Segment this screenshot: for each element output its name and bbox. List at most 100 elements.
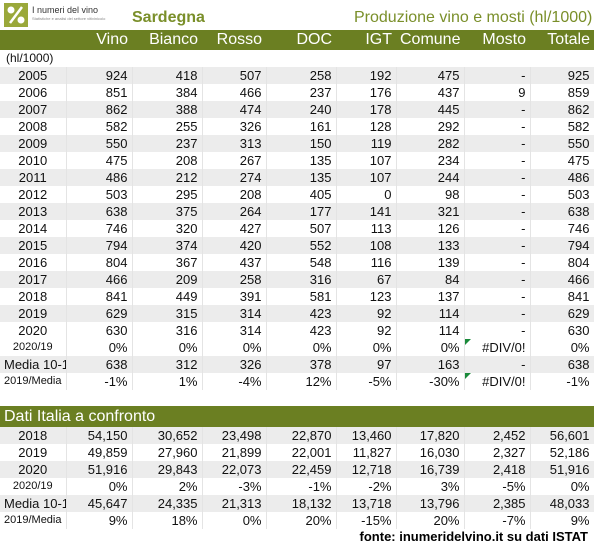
table-cell: 18% xyxy=(132,512,203,529)
table-cell: 486 xyxy=(66,169,133,186)
table-cell: 107 xyxy=(336,152,397,169)
table-cell: 123 xyxy=(336,288,397,305)
table-cell: 746 xyxy=(530,220,594,237)
table-cell: -30% xyxy=(396,373,465,390)
row-label: 2012 xyxy=(0,186,67,203)
row-label: 2005 xyxy=(0,67,67,84)
table-cell: 0 xyxy=(336,186,397,203)
table-cell: 316 xyxy=(266,271,337,288)
year-row: 2005 924 418 507 258 192 475-925 xyxy=(0,67,594,84)
table-cell: - xyxy=(464,169,531,186)
table-cell: 264 xyxy=(202,203,267,220)
table-cell: -1% xyxy=(66,373,133,390)
row-label: 2018 xyxy=(0,288,67,305)
row-label: 2020 xyxy=(0,322,67,339)
table-cell: 384 xyxy=(132,84,203,101)
table-cell: - xyxy=(464,152,531,169)
italy-year-row: 2020 51,916 29,843 22,073 22,459 12,718 16,739… xyxy=(0,461,594,478)
table-cell: 67 xyxy=(336,271,397,288)
row-label: 2016 xyxy=(0,254,67,271)
table-cell: 466 xyxy=(202,84,267,101)
stat-row: Media 10-1963831232637897163-638 xyxy=(0,356,594,373)
spacer-cell xyxy=(0,390,594,406)
table-cell: 107 xyxy=(336,169,397,186)
table-cell: 177 xyxy=(266,203,337,220)
table-cell: 282 xyxy=(396,135,465,152)
table-cell: 176 xyxy=(336,84,397,101)
italy-year-row: 2018 54,150 30,652 23,498 22,870 13,460 17,820… xyxy=(0,427,594,444)
section-header: Dati Italia a confronto xyxy=(0,406,594,427)
table-cell: 92 xyxy=(336,322,397,339)
table-cell: 141 xyxy=(336,203,397,220)
table-cell: 862 xyxy=(66,101,133,118)
year-row: 2020 630 316 314 423 92 114-630 xyxy=(0,322,594,339)
table-cell: - xyxy=(464,305,531,322)
table-cell: 794 xyxy=(66,237,133,254)
row-label: 2007 xyxy=(0,101,67,118)
table-cell: 548 xyxy=(266,254,337,271)
table-cell: - xyxy=(464,101,531,118)
table-cell: - xyxy=(464,135,531,152)
year-row: 2014 746 320 427 507 113 126-746 xyxy=(0,220,594,237)
table-cell: 13,460 xyxy=(336,427,397,444)
row-label: 2010 xyxy=(0,152,67,169)
table-cell: 119 xyxy=(336,135,397,152)
table-cell: 313 xyxy=(202,135,267,152)
year-row: 2007 862 388 474 240 178 445-862 xyxy=(0,101,594,118)
table-cell: 22,459 xyxy=(266,461,337,478)
table-cell: 21,313 xyxy=(202,495,267,512)
row-label: 2013 xyxy=(0,203,67,220)
table-cell: -5% xyxy=(464,478,531,495)
table-cell: 163 xyxy=(396,356,465,373)
table-cell: 255 xyxy=(132,118,203,135)
table-cell: 11,827 xyxy=(336,444,397,461)
table-cell: 208 xyxy=(132,152,203,169)
table-cell: 98 xyxy=(396,186,465,203)
year-row: 2011 486 212 274 135 107 244-486 xyxy=(0,169,594,186)
table-cell: 475 xyxy=(530,152,594,169)
year-row: 2008 582 255 326 161 128 292-582 xyxy=(0,118,594,135)
column-header: Bianco xyxy=(132,30,202,50)
table-cell: 638 xyxy=(530,356,594,373)
table-cell: 114 xyxy=(396,322,465,339)
table-cell: 312 xyxy=(132,356,203,373)
table-cell: 466 xyxy=(66,271,133,288)
region-title: Sardegna xyxy=(132,9,205,26)
stat-row: 2019/Media -1% 1% -4% 12% -5% -30% #DIV/0! -1% xyxy=(0,373,594,390)
table-cell: 258 xyxy=(266,67,337,84)
table-cell: 133 xyxy=(396,237,465,254)
table-cell: - xyxy=(464,271,531,288)
row-label: 2019 xyxy=(0,305,67,322)
table-cell: 437 xyxy=(396,84,465,101)
table-cell: 507 xyxy=(266,220,337,237)
italy-stat-row: 2019/Media 9% 18% 0% 20% -15% 20% -7% 9% xyxy=(0,512,594,529)
table-cell: 49,859 xyxy=(66,444,133,461)
table-cell: 0% xyxy=(530,478,594,495)
table-cell: 550 xyxy=(530,135,594,152)
table-cell: 9 xyxy=(464,84,531,101)
table-cell: 315 xyxy=(132,305,203,322)
table-cell: - xyxy=(464,203,531,220)
table-cell: 638 xyxy=(530,203,594,220)
table-cell: 423 xyxy=(266,305,337,322)
year-row: 2019 629 315 314 423 92 114-629 xyxy=(0,305,594,322)
table-cell: 274 xyxy=(202,169,267,186)
table-cell: 320 xyxy=(132,220,203,237)
table-cell: 126 xyxy=(396,220,465,237)
table-cell: - xyxy=(464,118,531,135)
table-cell: 449 xyxy=(132,288,203,305)
table-cell: 503 xyxy=(530,186,594,203)
column-header: IGT xyxy=(336,30,396,50)
table-cell: -15% xyxy=(336,512,397,529)
table-cell: #DIV/0! xyxy=(464,373,531,390)
table-cell: 116 xyxy=(336,254,397,271)
row-label: 2008 xyxy=(0,118,67,135)
column-header-row: Vino Bianco Rosso DOC IGT Comune Mosto Totale xyxy=(0,30,594,50)
table-cell: 503 xyxy=(66,186,133,203)
italy-year-row: 2019 49,859 27,960 21,899 22,001 11,827 16,030… xyxy=(0,444,594,461)
table-cell: 841 xyxy=(530,288,594,305)
unit-label: (hl/1000) xyxy=(0,50,594,67)
italy-stat-row: 2020/19 0% 2% -3% -1% -2% 3% -5% 0% xyxy=(0,478,594,495)
table-cell: 21,899 xyxy=(202,444,267,461)
